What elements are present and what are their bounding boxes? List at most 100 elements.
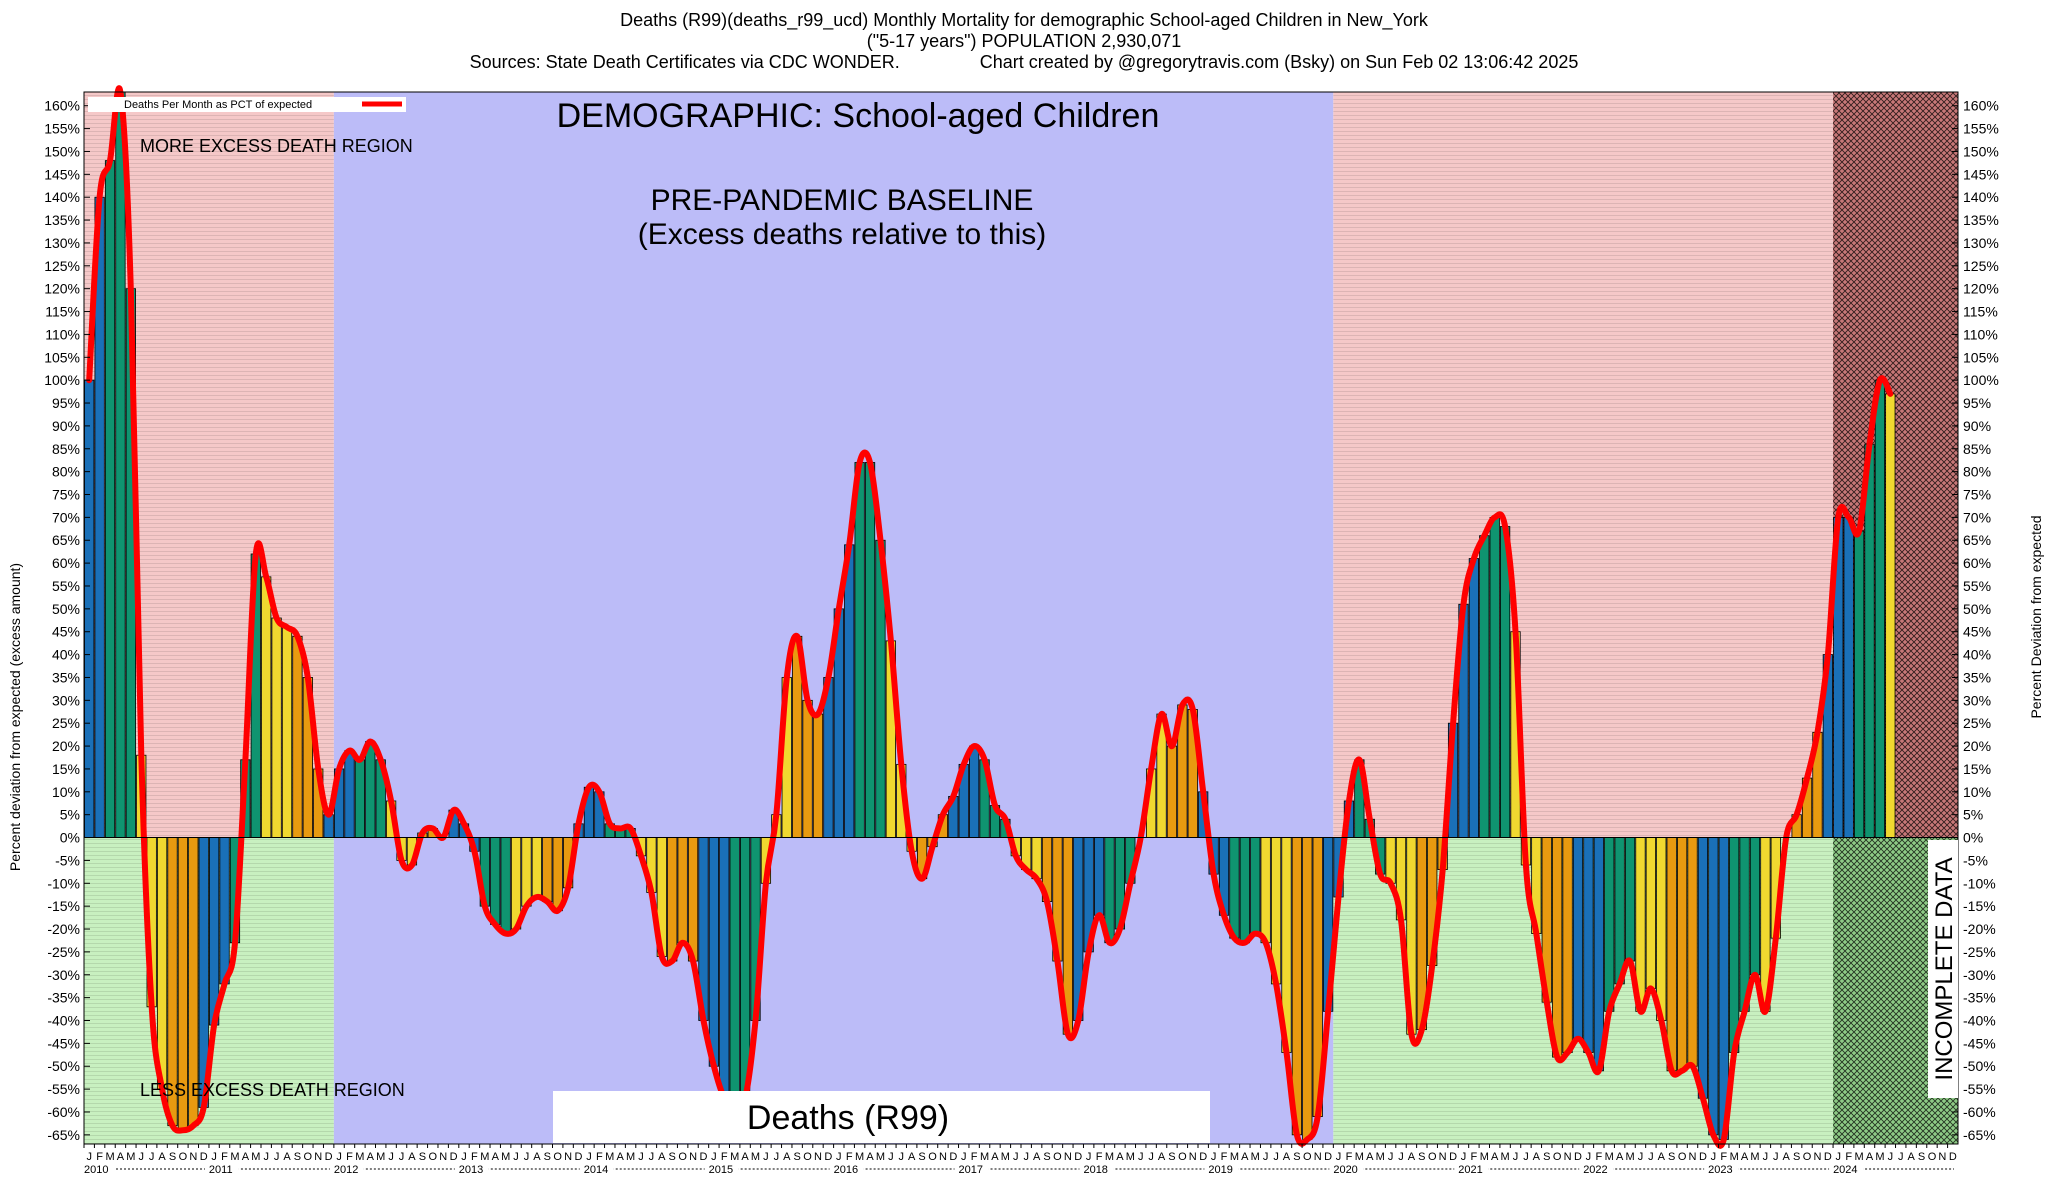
x-month-label: M <box>480 1151 489 1163</box>
x-year-label: 2014 <box>584 1164 608 1176</box>
x-month-label: J <box>1836 1151 1842 1163</box>
x-month-label: F <box>721 1151 728 1163</box>
year-label-bg <box>206 1163 239 1175</box>
x-month-label: D <box>1824 1151 1832 1163</box>
cause-label: Deaths (R99) <box>747 1099 949 1137</box>
legend: Deaths Per Month as PCT of expected <box>88 97 406 112</box>
legend-label: Deaths Per Month as PCT of expected <box>124 99 312 111</box>
bar-2022-08 <box>1656 837 1667 1021</box>
y-tick-label-right: 95% <box>1963 395 1991 411</box>
y-axis-title-right: Percent Deviation from expected <box>2028 515 2044 718</box>
x-month-label: F <box>221 1151 228 1163</box>
y-tick-label-left: 0% <box>60 830 80 846</box>
x-month-label: D <box>824 1151 832 1163</box>
year-label-bg <box>956 1163 989 1175</box>
bar-2021-12 <box>1572 837 1584 1040</box>
x-month-label: M <box>876 1151 885 1163</box>
y-tick-label-left: 135% <box>44 212 80 228</box>
x-month-label: O <box>553 1151 562 1163</box>
year-label-bg <box>82 1163 114 1175</box>
bar-2024-06 <box>1885 393 1896 838</box>
y-tick-label-left: 145% <box>44 166 80 182</box>
bar-2024-03 <box>1853 530 1865 838</box>
x-month-label: M <box>980 1151 989 1163</box>
deviation-line-path <box>86 85 1894 1149</box>
x-month-label: F <box>96 1151 103 1163</box>
y-tick-label-right: -30% <box>1963 967 1996 983</box>
x-month-label: N <box>189 1151 197 1163</box>
y-tick-label-left: 5% <box>60 807 80 823</box>
bar-2015-11 <box>812 713 824 838</box>
x-month-label: D <box>325 1151 333 1163</box>
y-tick-label-right: -40% <box>1963 1013 1996 1029</box>
x-month-label: J <box>1513 1151 1519 1163</box>
y-tick-label-left: 60% <box>52 555 80 571</box>
bar-2016-04 <box>864 462 876 838</box>
y-tick-label-right: 130% <box>1963 235 1999 251</box>
x-month-label: F <box>1845 1151 1852 1163</box>
chart-sources: Sources: State Death Certificates via CD… <box>469 52 1579 72</box>
x-month-label: A <box>741 1151 749 1163</box>
x-year-label: 2011 <box>209 1164 233 1176</box>
x-year-label: 2024 <box>1833 1164 1857 1176</box>
y-tick-label-right: 20% <box>1963 738 1991 754</box>
x-month-label: J <box>1648 1151 1654 1163</box>
x-month-label: N <box>939 1151 947 1163</box>
year-label-bg <box>1081 1163 1114 1175</box>
x-month-label: M <box>1855 1151 1864 1163</box>
baseline-annotation-line2: (Excess deaths relative to this) <box>638 218 1047 251</box>
y-tick-label-right: -25% <box>1963 944 1996 960</box>
bar-2022-02 <box>1593 837 1604 1072</box>
x-month-label: J <box>1388 1151 1394 1163</box>
bar-2020-06 <box>1385 837 1396 884</box>
chart-subtitle: ("5-17 years") POPULATION 2,930,071 <box>866 31 1182 51</box>
x-month-label: M <box>605 1151 614 1163</box>
x-month-label: J <box>388 1151 394 1163</box>
x-month-label: A <box>1616 1151 1624 1163</box>
y-tick-label-left: 10% <box>52 784 80 800</box>
chart-title: Deaths (R99)(deaths_r99_ucd) Monthly Mor… <box>620 10 1428 30</box>
x-month-label: A <box>866 1151 874 1163</box>
bar-2011-12 <box>323 814 334 838</box>
x-month-label: J <box>1888 1151 1894 1163</box>
bar-2013-08 <box>531 837 542 898</box>
incomplete-label-box <box>1928 840 1958 1098</box>
bar-2011-08 <box>281 626 293 838</box>
y-tick-label-left: 55% <box>52 578 80 594</box>
x-month-label: A <box>1741 1151 1749 1163</box>
less-excess-label: LESS EXCESS DEATH REGION <box>140 1080 405 1100</box>
x-month-label: J <box>1148 1151 1154 1163</box>
x-month-label: S <box>544 1151 551 1163</box>
bar-2019-10 <box>1302 837 1313 1140</box>
x-month-label: A <box>658 1151 666 1163</box>
more-excess-label: MORE EXCESS DEATH REGION <box>140 136 413 156</box>
x-month-label: J <box>1263 1151 1269 1163</box>
bar-2012-02 <box>344 750 355 838</box>
x-month-label: N <box>814 1151 822 1163</box>
year-label-bg <box>581 1163 614 1175</box>
x-month-label: J <box>513 1151 519 1163</box>
bar-2024-02 <box>1843 516 1854 838</box>
y-tick-label-left: 15% <box>52 761 80 777</box>
x-year-label: 2021 <box>1458 1164 1482 1176</box>
x-month-label: J <box>1013 1151 1019 1163</box>
y-tick-label-right: -45% <box>1963 1035 1996 1051</box>
bar-2015-03 <box>729 837 740 1108</box>
bar-2019-04 <box>1239 837 1250 944</box>
y-tick-label-left: 45% <box>52 624 80 640</box>
x-month-label: J <box>899 1151 905 1163</box>
year-label-bg <box>1456 1163 1489 1175</box>
bar-2010-04 <box>115 91 126 838</box>
x-month-label: A <box>242 1151 250 1163</box>
x-month-label: M <box>230 1151 239 1163</box>
x-month-label: F <box>471 1151 478 1163</box>
bar-2014-09 <box>667 837 678 962</box>
y-tick-label-right: 150% <box>1963 143 1999 159</box>
x-month-label: J <box>1023 1151 1029 1163</box>
x-month-label: J <box>1763 1151 1769 1163</box>
bar-2013-09 <box>542 837 553 902</box>
x-month-label: A <box>533 1151 541 1163</box>
bar-2024-05 <box>1874 379 1886 838</box>
y-tick-label-left: -5% <box>55 852 80 868</box>
